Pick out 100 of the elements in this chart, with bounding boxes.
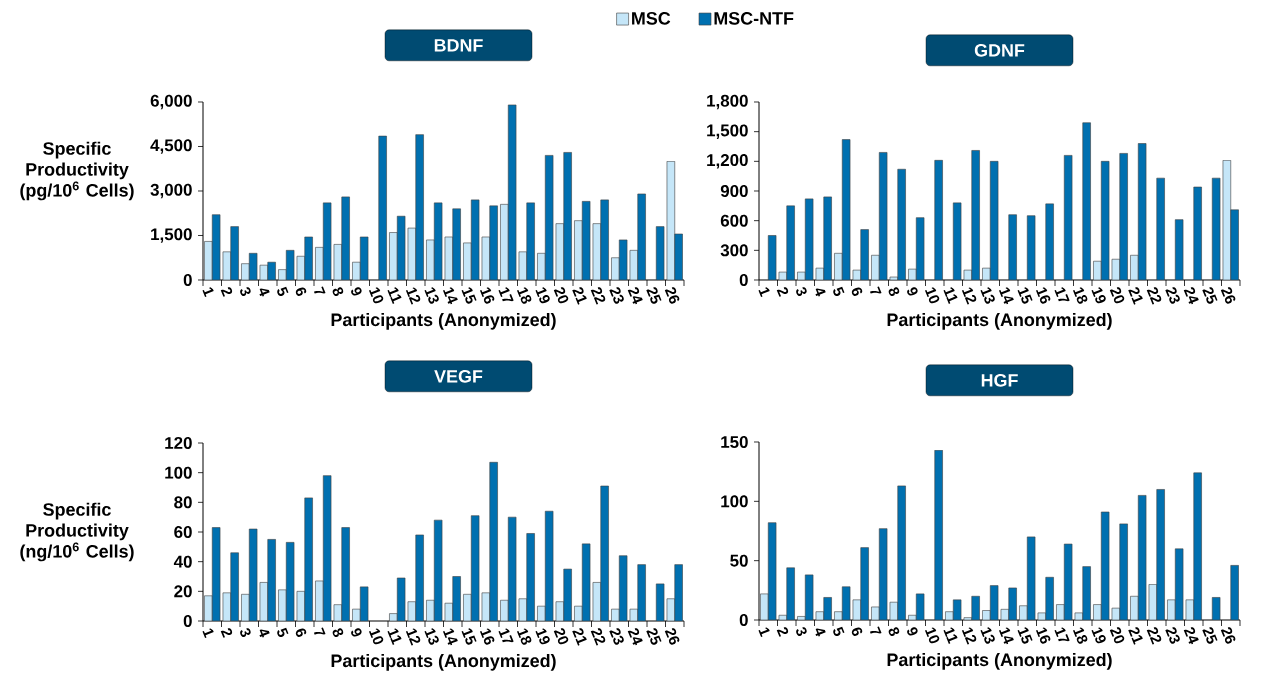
x-tick-label: 6 [295, 628, 307, 637]
y-tick-label: 4,500 [150, 139, 192, 154]
x-tick-label: 23 [1165, 287, 1180, 304]
x-tick-label: 23 [609, 287, 624, 304]
y-tick-label: 0 [183, 615, 192, 627]
x-tick-label: 15 [461, 628, 477, 645]
x-tick-label: 13 [980, 627, 995, 644]
x-tick-label: 7 [869, 286, 882, 294]
x-tick-label: 2 [220, 628, 233, 638]
x-tick-label: 1 [758, 627, 770, 637]
y-tick-label: 50 [730, 554, 748, 567]
x-tick-label: 13 [980, 287, 995, 304]
chart-title: BDNF [434, 39, 483, 52]
y-tick-label: 6,000 [150, 94, 192, 110]
x-tick-label: 14 [442, 287, 458, 305]
y-tick-label: 0 [739, 614, 748, 626]
x-tick-label: 20 [1109, 287, 1125, 304]
x-tick-label: 6 [295, 287, 307, 296]
x-tick-label: 8 [332, 628, 344, 638]
x-tick-label: 2 [776, 287, 789, 297]
x-tick-label: 22 [590, 628, 606, 646]
y-tick-label: 0 [739, 274, 748, 286]
x-tick-label: 26 [664, 287, 680, 304]
x-tick-label: 10 [924, 627, 940, 644]
x-tick-label: 22 [1146, 287, 1162, 305]
x-tick-label: 11 [943, 627, 958, 644]
x-tick-label: 19 [535, 287, 550, 304]
x-tick-label: 1 [758, 287, 770, 297]
x-tick-label: 18 [1072, 627, 1088, 644]
legend-label: MSC [632, 12, 671, 25]
x-tick-label: 18 [516, 287, 532, 304]
x-tick-label: 17 [498, 287, 514, 302]
x-tick-label: 3 [240, 628, 251, 638]
y-tick-label: 40 [173, 555, 192, 568]
x-tick-label: 16 [1035, 287, 1051, 304]
x-tick-label: 21 [1128, 627, 1143, 645]
x-tick-label: 21 [572, 287, 587, 305]
x-tick-label: 7 [313, 286, 326, 294]
y-tick-label: 900 [720, 185, 748, 197]
x-tick-label: 15 [461, 287, 477, 304]
chart-title: HGF [981, 373, 1018, 387]
x-tick-label: 8 [332, 287, 344, 297]
x-tick-label: 12 [961, 627, 977, 645]
x-tick-label: 13 [424, 287, 439, 304]
x-tick-label: 4 [259, 288, 270, 297]
x-tick-label: 11 [943, 287, 958, 304]
chart-title: VEGF [434, 369, 483, 383]
x-tick-label: 10 [924, 287, 940, 304]
x-tick-label: 11 [387, 628, 402, 645]
x-tick-label: 21 [1128, 287, 1143, 305]
y-tick-label: 80 [174, 496, 192, 509]
x-tick-label: 14 [998, 627, 1014, 645]
x-tick-label: 25 [646, 628, 662, 645]
x-tick-label: 4 [815, 288, 826, 297]
x-axis-title: Participants (Anonymized) [331, 312, 556, 330]
x-tick-label: 5 [833, 626, 845, 636]
legend-label: MSC-NTF [714, 12, 794, 25]
x-tick-label: 5 [277, 286, 289, 296]
x-tick-label: 19 [1091, 287, 1106, 304]
x-tick-label: 17 [1054, 287, 1070, 302]
x-tick-label: 2 [220, 287, 233, 297]
x-tick-label: 16 [479, 287, 495, 304]
y-axis-title: Specific Productivity (ng/10$^{6}$ Cells) [20, 502, 134, 562]
x-tick-label: 24 [627, 628, 643, 646]
x-tick-label: 17 [498, 628, 514, 643]
x-tick-label: 23 [609, 628, 624, 645]
x-tick-label: 25 [646, 287, 662, 304]
x-tick-label: 5 [833, 286, 845, 296]
y-tick-label: 1,500 [151, 228, 192, 243]
x-tick-label: 5 [277, 627, 289, 637]
y-tick-label: 1,800 [707, 94, 748, 110]
x-tick-label: 3 [240, 287, 251, 297]
x-tick-label: 14 [442, 628, 458, 646]
x-tick-label: 22 [590, 287, 606, 305]
x-tick-label: 16 [1035, 627, 1051, 644]
x-tick-label: 12 [405, 287, 421, 305]
y-tick-label: 60 [174, 526, 192, 538]
x-tick-label: 9 [907, 627, 918, 636]
y-tick-label: 1,500 [707, 124, 748, 139]
x-tick-label: 18 [1072, 287, 1088, 304]
y-axis-title: Specific Productivity (pg/10$^{6}$ Cells) [20, 141, 134, 201]
x-tick-label: 20 [553, 628, 569, 645]
x-tick-label: 12 [405, 628, 421, 646]
x-tick-label: 2 [776, 627, 789, 637]
chart-title: GDNF [974, 43, 1025, 57]
x-tick-label: 1 [202, 628, 214, 638]
x-tick-label: 3 [796, 287, 807, 297]
y-tick-label: 100 [165, 466, 192, 479]
x-tick-label: 15 [1017, 287, 1033, 304]
x-tick-label: 6 [851, 287, 863, 296]
x-tick-label: 13 [424, 628, 439, 645]
y-tick-label: 1,200 [707, 154, 748, 169]
x-tick-label: 4 [259, 629, 270, 638]
x-tick-label: 19 [535, 628, 550, 645]
x-tick-label: 3 [796, 627, 807, 637]
x-tick-label: 20 [1109, 627, 1125, 644]
x-tick-label: 10 [368, 628, 384, 645]
x-tick-label: 18 [516, 628, 532, 645]
x-tick-label: 12 [961, 287, 977, 305]
x-tick-label: 21 [572, 628, 587, 646]
